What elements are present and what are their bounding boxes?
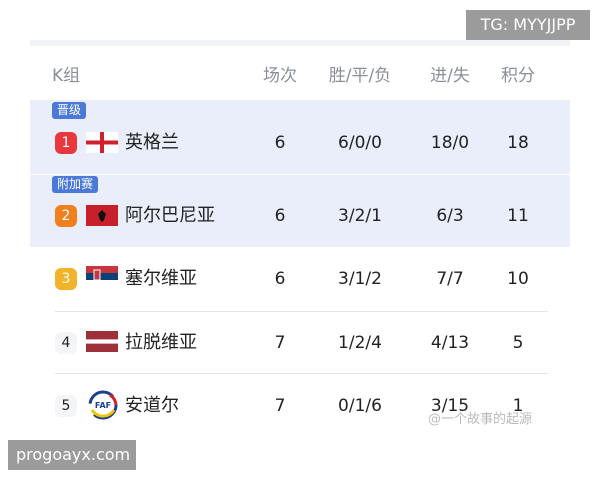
goals: 3/15 (430, 396, 470, 416)
goals: 6/3 (436, 206, 464, 226)
watermark-tg: TG: MYYJJPP (466, 10, 590, 40)
albania-flag-icon (86, 205, 118, 226)
rank-badge: 2 (55, 205, 77, 227)
table-row[interactable]: 3 塞尔维亚 6 3/1/2 7/7 10 (0, 258, 600, 298)
top-divider (30, 40, 570, 46)
team-name: 拉脱维亚 (125, 332, 197, 353)
andorra-faf-logo-icon: FAF (88, 390, 118, 420)
played: 6 (274, 269, 286, 289)
table-row[interactable]: 1 英格兰 6 6/0/0 18/0 18 (0, 122, 600, 162)
goals: 18/0 (430, 133, 470, 153)
table-row[interactable]: 2 阿尔巴尼亚 6 3/2/1 6/3 11 (0, 195, 600, 235)
header-wdl: 胜/平/负 (328, 66, 392, 86)
wdl: 0/1/6 (338, 396, 382, 416)
header-points: 积分 (501, 66, 535, 86)
row-divider (55, 311, 548, 312)
wdl: 3/1/2 (338, 269, 382, 289)
row-divider (55, 373, 548, 374)
header-played: 场次 (263, 66, 297, 86)
group-label: K组 (52, 66, 81, 86)
played: 6 (274, 133, 286, 153)
rank-badge: 3 (55, 268, 77, 290)
serbia-flag-icon (86, 266, 118, 287)
points: 5 (512, 333, 524, 353)
played: 6 (274, 206, 286, 226)
table-row[interactable]: 5 FAF 安道尔 7 0/1/6 3/15 1 (0, 385, 600, 425)
points: 18 (507, 133, 529, 153)
svg-text:FAF: FAF (95, 401, 111, 410)
header-goals: 进/失 (430, 66, 470, 86)
team-name: 英格兰 (125, 132, 179, 153)
rank-badge: 5 (55, 395, 77, 417)
wdl: 6/0/0 (338, 133, 382, 153)
goals: 4/13 (430, 333, 470, 353)
watermark-site: progoayx.com (8, 440, 136, 470)
points: 1 (512, 396, 524, 416)
team-name: 阿尔巴尼亚 (125, 205, 215, 226)
latvia-flag-icon (86, 331, 118, 352)
played: 7 (274, 333, 286, 353)
wdl: 3/2/1 (338, 206, 382, 226)
played: 7 (274, 396, 286, 416)
wdl: 1/2/4 (338, 333, 382, 353)
qualified-band (30, 100, 570, 174)
playoff-band (30, 175, 570, 247)
rank-badge: 1 (55, 132, 77, 154)
points: 10 (507, 269, 529, 289)
team-name: 塞尔维亚 (125, 268, 197, 289)
qualified-tag: 晋级 (52, 102, 87, 119)
credit-watermark: @一个故事的起源 (428, 412, 533, 427)
points: 11 (507, 206, 529, 226)
goals: 7/7 (436, 269, 464, 289)
playoff-tag: 附加赛 (52, 176, 99, 193)
england-flag-icon (86, 132, 118, 153)
rank-badge: 4 (55, 332, 77, 354)
team-name: 安道尔 (125, 395, 179, 416)
table-row[interactable]: 4 拉脱维亚 7 1/2/4 4/13 5 (0, 322, 600, 362)
